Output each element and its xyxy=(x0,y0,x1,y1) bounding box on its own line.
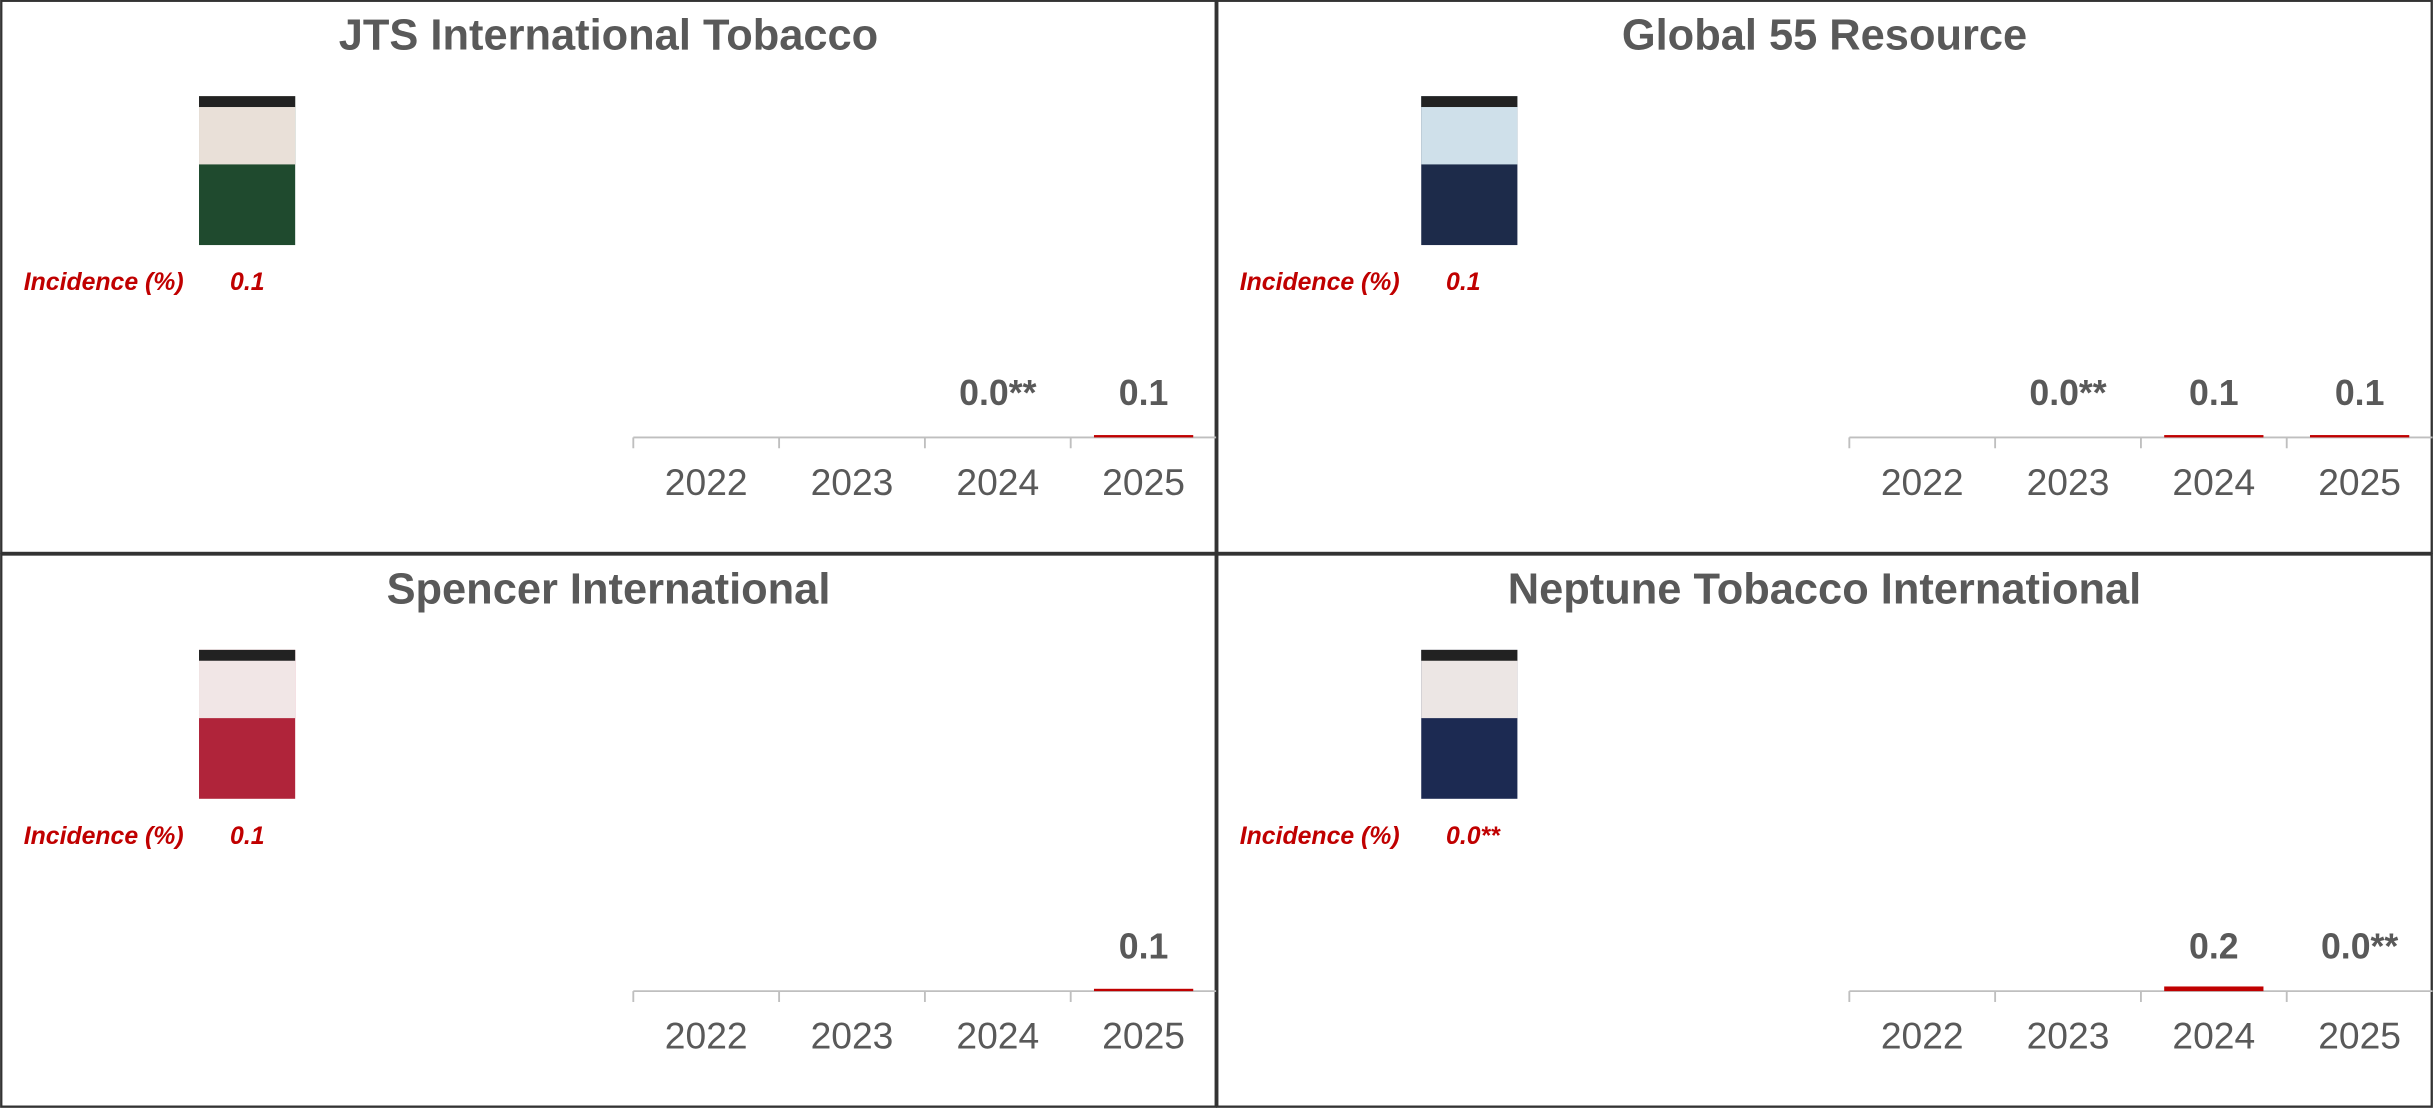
bar xyxy=(1093,435,1194,438)
value-label: 0.1 xyxy=(1119,373,1169,413)
incidence-value: 0.0** xyxy=(1446,823,1501,850)
value-label: 0.1 xyxy=(2335,373,2385,413)
x-tick-label: 2022 xyxy=(665,461,748,503)
pack-image-band xyxy=(199,649,296,661)
chart-panel: Global 55 Resource Incidence (%) 0.1 2022 20… xyxy=(1216,0,2433,555)
x-tick-label: 2022 xyxy=(1881,1015,1964,1057)
chart-title: Spencer International xyxy=(387,565,831,613)
x-tick-label: 2025 xyxy=(1102,461,1185,503)
x-tick-label: 2022 xyxy=(665,1015,748,1057)
value-label: 0.1 xyxy=(2189,373,2239,413)
x-tick-label: 2022 xyxy=(1881,461,1964,503)
pack-image-warning xyxy=(199,96,296,165)
incidence-label: Incidence (%) xyxy=(24,269,184,296)
chart-panel: Spencer International Incidence (%) 0.1 202… xyxy=(0,553,1217,1108)
value-label: 0.1 xyxy=(1119,927,1169,967)
panel-border xyxy=(1216,553,2433,1108)
pack-image-band xyxy=(1421,96,1518,108)
pack-image-warning xyxy=(1421,649,1518,719)
pack-image-warning xyxy=(1421,96,1518,165)
x-tick-label: 2024 xyxy=(956,1015,1039,1057)
chart-panel: Neptune Tobacco International Incidence (… xyxy=(1216,553,2433,1108)
bar xyxy=(1093,988,1194,992)
bar xyxy=(2164,986,2264,992)
panel-border xyxy=(0,0,1217,555)
x-tick-label: 2023 xyxy=(2027,461,2110,503)
x-tick-label: 2025 xyxy=(1102,1015,1185,1057)
incidence-value: 0.1 xyxy=(1446,269,1480,296)
value-label: 0.2 xyxy=(2189,927,2239,967)
incidence-label: Incidence (%) xyxy=(1240,823,1400,850)
chart-title: Global 55 Resource xyxy=(1622,12,2027,60)
incidence-label: Incidence (%) xyxy=(24,823,184,850)
panel-border xyxy=(1216,0,2433,555)
x-tick-label: 2025 xyxy=(2318,1015,2401,1057)
incidence-label: Incidence (%) xyxy=(1240,269,1400,296)
incidence-value: 0.1 xyxy=(230,269,264,296)
chart-title: JTS International Tobacco xyxy=(339,12,878,60)
bar xyxy=(2309,435,2410,438)
bar xyxy=(2164,435,2264,438)
incidence-value: 0.1 xyxy=(230,823,264,850)
value-label: 0.0** xyxy=(959,373,1036,413)
value-label: 0.0** xyxy=(2029,373,2106,413)
pack-image-band xyxy=(199,96,296,108)
value-label: 0.0** xyxy=(2321,927,2398,967)
x-tick-label: 2023 xyxy=(811,461,894,503)
x-tick-label: 2023 xyxy=(2027,1015,2110,1057)
x-tick-label: 2023 xyxy=(811,1015,894,1057)
pack-image-warning xyxy=(199,649,296,719)
chart-panel: JTS International Tobacco Incidence (%) 0.… xyxy=(0,0,1217,555)
x-tick-label: 2025 xyxy=(2318,461,2401,503)
panel-border xyxy=(0,553,1217,1108)
x-tick-label: 2024 xyxy=(956,461,1039,503)
x-tick-label: 2024 xyxy=(2172,1015,2255,1057)
chart-title: Neptune Tobacco International xyxy=(1508,565,2141,613)
x-tick-label: 2024 xyxy=(2172,461,2255,503)
pack-image-band xyxy=(1421,649,1518,661)
